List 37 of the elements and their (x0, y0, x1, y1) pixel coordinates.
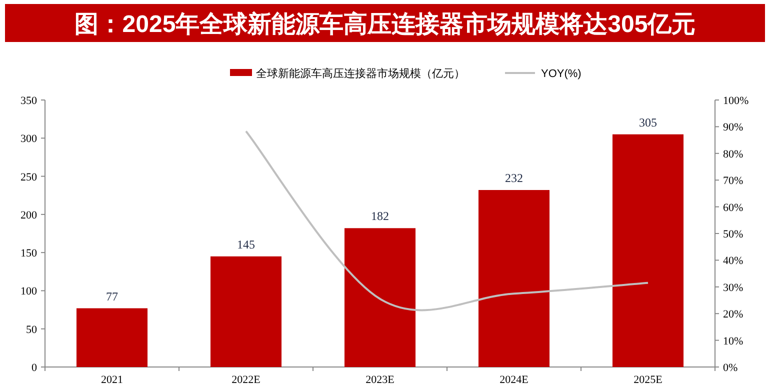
x-tick-label: 2021 (101, 374, 123, 386)
legend-label: YOY(%) (541, 68, 582, 80)
y2-tick-label: 10% (723, 335, 744, 348)
y-tick-label: 300 (20, 133, 38, 146)
y2-tick-label: 70% (723, 175, 744, 188)
y2-tick-label: 50% (723, 228, 744, 240)
y2-tick-label: 60% (723, 202, 744, 214)
y2-tick-label: 100% (723, 95, 749, 107)
y-tick-label: 150 (20, 248, 38, 260)
chart-title: 图：2025年全球新能源车高压连接器市场规模将达305亿元 (74, 10, 696, 38)
y2-tick-label: 80% (723, 148, 744, 160)
y2-tick-label: 0% (723, 362, 738, 374)
bar (478, 190, 550, 367)
data-label: 182 (371, 209, 389, 224)
data-label: 232 (505, 171, 523, 186)
y-tick-label: 0 (32, 362, 38, 374)
bar (76, 308, 148, 367)
bar (344, 228, 416, 367)
y-tick-label: 50 (26, 324, 38, 336)
y2-tick-label: 40% (723, 255, 744, 268)
bar (612, 134, 684, 367)
x-tick-label: 2022E (232, 374, 261, 386)
y-tick-label: 200 (20, 209, 38, 222)
legend-label: 全球新能源车高压连接器市场规模（亿元） (256, 67, 465, 80)
x-tick-label: 2024E (500, 374, 529, 386)
y-tick-label: 100 (20, 286, 38, 298)
x-tick-label: 2025E (634, 374, 663, 386)
y2-tick-label: 90% (723, 122, 744, 134)
y2-tick-label: 20% (723, 308, 744, 321)
y-tick-label: 350 (20, 95, 38, 107)
y-tick-label: 250 (20, 171, 38, 184)
y2-tick-label: 30% (723, 282, 744, 294)
data-label: 305 (639, 115, 657, 130)
x-tick-label: 2023E (366, 374, 395, 386)
bar (210, 256, 282, 367)
data-label: 77 (106, 289, 118, 304)
data-label: 145 (237, 237, 255, 252)
